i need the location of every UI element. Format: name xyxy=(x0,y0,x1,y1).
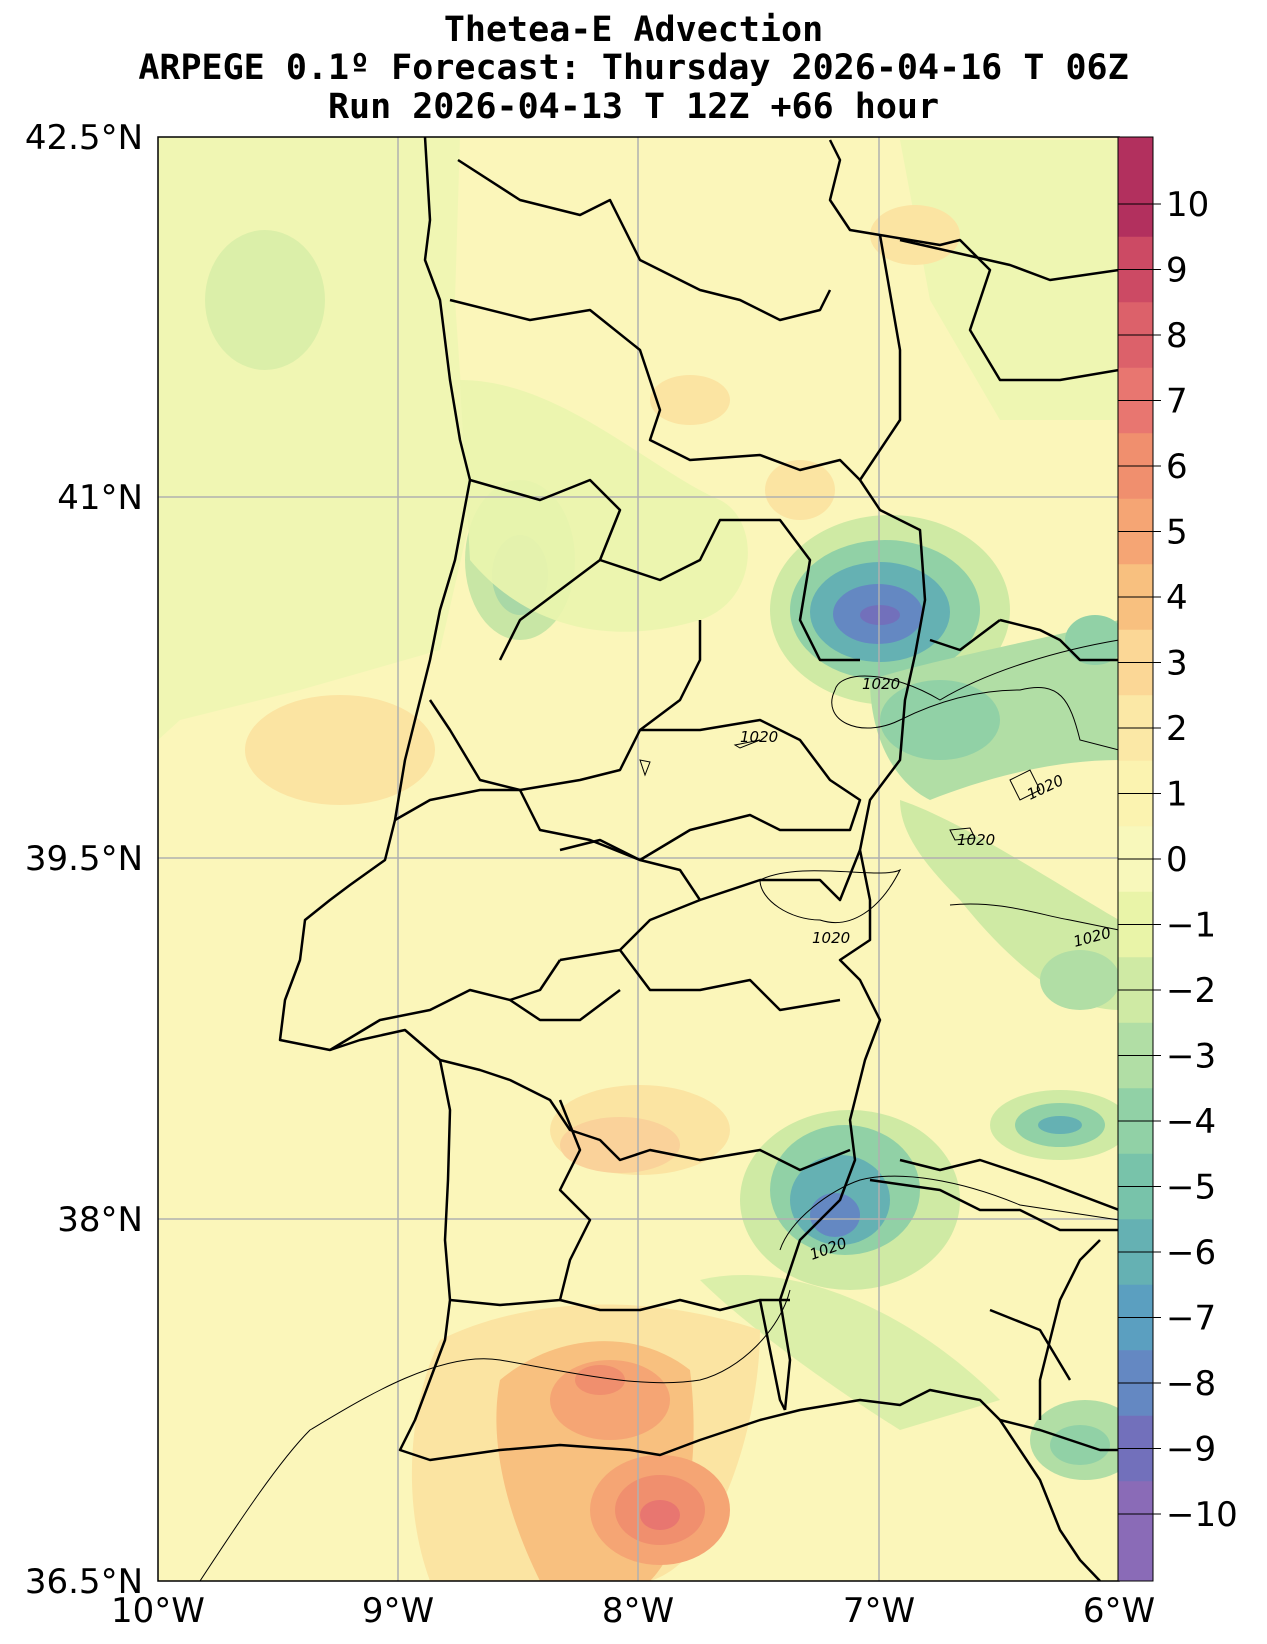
colorbar-label: 9 xyxy=(1166,251,1188,291)
lat-label: 39.5°N xyxy=(25,839,143,879)
lon-label: 6°W xyxy=(1083,1591,1155,1631)
colorbar-label: −4 xyxy=(1166,1102,1216,1142)
title-line-3: Run 2026-04-13 T 12Z +66 hour xyxy=(327,87,940,127)
lon-label: 7°W xyxy=(843,1591,915,1631)
colorbar-label: −9 xyxy=(1166,1430,1216,1470)
isobar-label: 1020 xyxy=(862,675,900,693)
colorbar-label: −6 xyxy=(1166,1233,1216,1273)
colorbar-label: 8 xyxy=(1166,316,1188,356)
lon-label: 10°W xyxy=(111,1591,205,1631)
longitude-labels: 10°W 9°W 8°W 7°W 6°W xyxy=(111,1591,1155,1631)
title-line-2: ARPEGE 0.1º Forecast: Thursday 2026-04-1… xyxy=(138,48,1129,88)
advection-field xyxy=(158,137,1119,1581)
lat-label: 36.5°N xyxy=(25,1562,143,1602)
isobars xyxy=(199,639,1119,1581)
coastline-borders xyxy=(278,137,1119,1581)
colorbar-label: −3 xyxy=(1166,1037,1216,1077)
colorbar-frame xyxy=(1117,136,1154,1582)
colorbar-label: −7 xyxy=(1166,1299,1216,1339)
isobar-label: 1020 xyxy=(740,728,778,746)
lon-label: 9°W xyxy=(362,1591,434,1631)
colorbar-label: 10 xyxy=(1166,185,1209,225)
colorbar-segment xyxy=(1118,1481,1153,1582)
lon-label: 8°W xyxy=(602,1591,674,1631)
colorbar-segment xyxy=(1118,137,1153,238)
isobar-label: 1020 xyxy=(812,929,850,947)
lat-label: 42.5°N xyxy=(25,118,143,158)
isobar-label: 1020 xyxy=(957,831,995,849)
title-line-1: Thetea-E Advection xyxy=(443,10,824,50)
colorbar-label: 7 xyxy=(1166,382,1188,422)
lat-label: 38°N xyxy=(57,1200,143,1240)
lat-label: 41°N xyxy=(57,478,143,518)
colorbar-label: 3 xyxy=(1166,644,1188,684)
colorbar-label: 1 xyxy=(1166,775,1188,815)
colorbar-label: −2 xyxy=(1166,971,1216,1011)
colorbar-label: −1 xyxy=(1166,906,1216,946)
colorbar-label: 5 xyxy=(1166,513,1188,553)
colorbar-label: 4 xyxy=(1166,578,1188,618)
colorbar-label: 0 xyxy=(1166,840,1188,880)
colorbar-label: 6 xyxy=(1166,447,1188,487)
colorbar-label: −10 xyxy=(1166,1495,1238,1535)
colorbar-label: 2 xyxy=(1166,709,1188,749)
colorbar-label: −8 xyxy=(1166,1364,1216,1404)
latitude-labels: 42.5°N 41°N 39.5°N 38°N 36.5°N xyxy=(25,118,143,1602)
colorbar-label: −5 xyxy=(1166,1168,1216,1208)
